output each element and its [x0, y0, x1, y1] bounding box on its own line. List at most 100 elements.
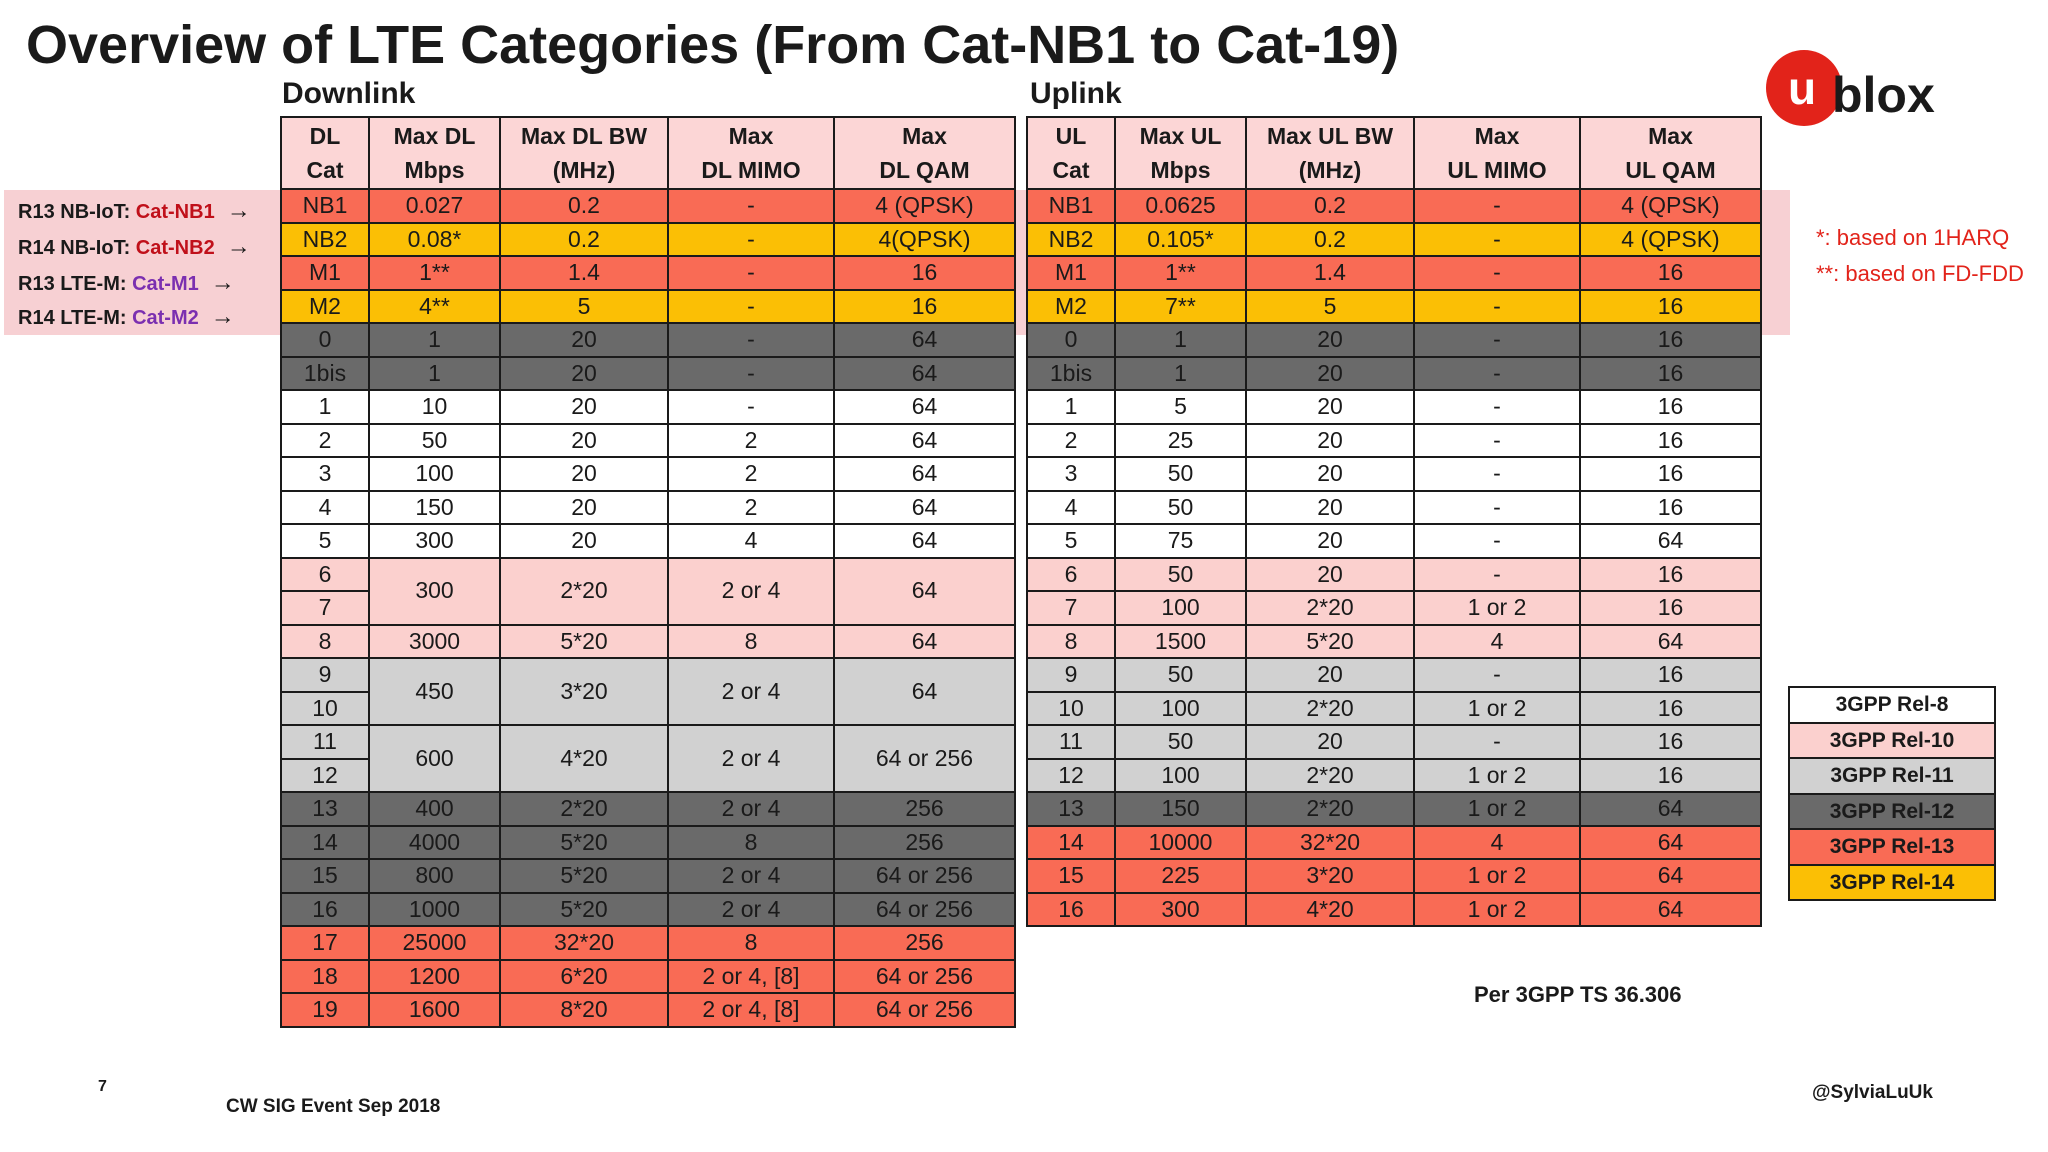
table-cell: 2 [667, 456, 835, 492]
table-cell: 300 [368, 523, 501, 559]
table-cell: 7 [280, 590, 370, 626]
footnote-fdd: **: based on FD-FDD [1816, 261, 2024, 286]
table-row: 6 300 2*20 2 or 4 64 [280, 556, 1016, 626]
table-cell: 3 [280, 456, 370, 492]
table-cell: 2*20 [1245, 690, 1415, 726]
table-cell: 50 [368, 422, 501, 458]
table-cell: NB1 [1026, 188, 1116, 224]
table-cell: 2 or 4 [667, 891, 835, 927]
table-cell: 1.4 [499, 255, 669, 291]
table-cell: 16 [1579, 255, 1762, 291]
side-label-m2: R14 LTE-M: Cat-M2 → [18, 300, 235, 335]
table-cell: 0.2 [1245, 188, 1415, 224]
table-cell: 100 [1114, 690, 1247, 726]
table-cell: 8 [1026, 623, 1116, 659]
table-cell: 1** [1114, 255, 1247, 291]
table-row: 1 5 20-16 [1026, 389, 1762, 425]
table-cell: 64 or 256 [833, 992, 1016, 1028]
table-row: 11 50 20-16 [1026, 724, 1762, 760]
table-cell: 600 [368, 724, 501, 793]
table-cell: 9 [280, 657, 370, 693]
header-cell: UL Cat [1026, 116, 1116, 190]
table-cell: 4*20 [499, 724, 669, 793]
table-cell: - [667, 255, 835, 291]
table-cell: 2 or 4 [667, 791, 835, 827]
table-cell: 0 [280, 322, 370, 358]
table-cell: - [667, 322, 835, 358]
table-cell: 14 [1026, 824, 1116, 860]
table-cell: NB1 [280, 188, 370, 224]
table-row: 12 100 2*20 1 or 2 16 [1026, 757, 1762, 793]
table-cell: 16 [833, 288, 1016, 324]
table-cell: 20 [499, 322, 669, 358]
table-cell: 20 [1245, 523, 1415, 559]
table-cell: 15 [280, 858, 370, 894]
table-cell: 16 [1579, 590, 1762, 626]
table-cell: 12 [1026, 757, 1116, 793]
table-cell: 1 [1114, 322, 1247, 358]
table-cell: 150 [368, 489, 501, 525]
table-cell: 4** [368, 288, 501, 324]
table-cell: - [1413, 322, 1581, 358]
table-row: 18 1200 6*20 2 or 4, [8] 64 or 256 [280, 958, 1016, 994]
table-cell: 100 [1114, 757, 1247, 793]
table-cell: 1000 [368, 891, 501, 927]
author-handle: @SylviaLuUk [1812, 1082, 1933, 1103]
table-cell: - [667, 221, 835, 257]
table-cell: 16 [1579, 422, 1762, 458]
table-row: 2 25 20-16 [1026, 422, 1762, 458]
table-cell: 1.4 [1245, 255, 1415, 291]
table-row: 0 1 20-16 [1026, 322, 1762, 358]
table-cell: 64 [1579, 791, 1762, 827]
table-cell: 0.2 [499, 221, 669, 257]
table-cell: 20 [499, 422, 669, 458]
table-cell: 20 [1245, 422, 1415, 458]
table-cell: 64 [1579, 523, 1762, 559]
table-cell: 300 [1114, 891, 1247, 927]
event-footer: CW SIG Event Sep 2018 [226, 1096, 441, 1117]
table-cell: 2*20 [499, 791, 669, 827]
downlink-heading: Downlink [282, 77, 416, 110]
side-label-prefix: R13 LTE-M: [18, 273, 133, 295]
table-cell: 4*20 [1245, 891, 1415, 927]
table-row: NB2 0.105* 0.2-4 (QPSK) [1026, 221, 1762, 257]
table-row: 9 50 20-16 [1026, 657, 1762, 693]
legend-rel11: 3GPP Rel-11 [1788, 759, 1996, 795]
table-cell: 0.2 [1245, 221, 1415, 257]
table-cell: 32*20 [499, 925, 669, 961]
table-cell: 1 or 2 [1413, 858, 1581, 894]
table-cell: - [1413, 288, 1581, 324]
table-cell: 1bis [280, 355, 370, 391]
arrow-right-icon: → [226, 197, 251, 224]
table-cell: 16 [1579, 389, 1762, 425]
table-cell: 5 [1245, 288, 1415, 324]
header-cell: Max DL BW (MHz) [499, 116, 669, 190]
slide-title: Overview of LTE Categories (From Cat-NB1… [26, 15, 1400, 75]
table-row: 13 150 2*20 1 or 2 64 [1026, 791, 1762, 827]
table-row: M2 4** 5-16 [280, 288, 1016, 324]
header-cell: Max DL MIMO [667, 116, 835, 190]
table-row: M1 1** 1.4-16 [1026, 255, 1762, 291]
table-cell: 20 [1245, 456, 1415, 492]
arrow-right-icon: → [210, 303, 235, 330]
table-cell: 64 [1579, 623, 1762, 659]
page-number: 7 [98, 1078, 107, 1095]
table-cell: 2 or 4 [667, 556, 835, 626]
table-cell: 5 [499, 288, 669, 324]
table-cell: 5 [1114, 389, 1247, 425]
svg-text:u: u [1788, 62, 1816, 114]
table-row: 1bis 1 20-64 [280, 355, 1016, 391]
header-cell: Max UL BW (MHz) [1245, 116, 1415, 190]
uplink-table: UL Cat Max UL Mbps Max UL BW (MHz) Max UL MI… [1026, 116, 1762, 927]
table-cell: 0.027 [368, 188, 501, 224]
table-cell: 16 [1579, 657, 1762, 693]
table-cell: - [1413, 355, 1581, 391]
table-cell: - [1413, 188, 1581, 224]
table-cell: 2 [1026, 422, 1116, 458]
table-cell: 4 [280, 489, 370, 525]
legend-rel10: 3GPP Rel-10 [1788, 723, 1996, 759]
table-cell: M2 [280, 288, 370, 324]
table-cell: 15 [1026, 858, 1116, 894]
table-cell: 64 [833, 322, 1016, 358]
table-row: 6 50 20-16 [1026, 556, 1762, 592]
